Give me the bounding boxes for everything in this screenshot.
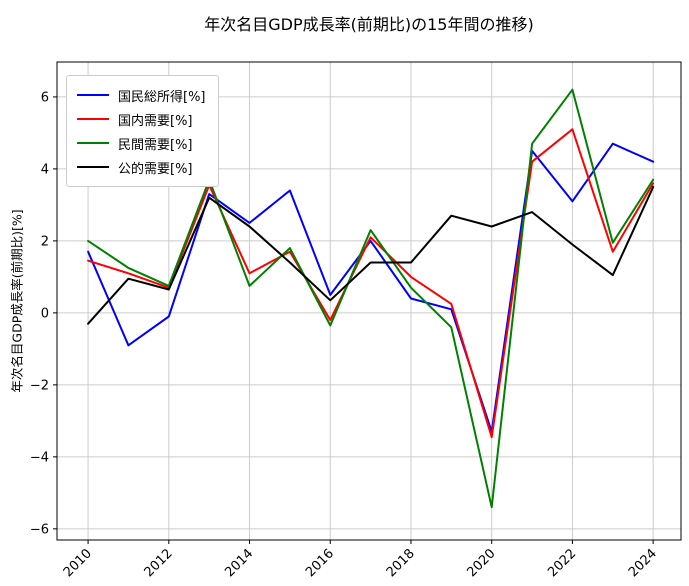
- legend-label: 国民総所得[%]: [118, 89, 206, 105]
- y-tick-label: 4: [41, 162, 49, 177]
- legend-line-swatch: [77, 165, 109, 169]
- series-line: [87, 88, 655, 509]
- legend: 国民総所得[%] 国内需要[%] 民間需要[%] 公的需要[%]: [66, 75, 219, 187]
- x-tick-label: 2018: [384, 546, 418, 580]
- legend-line-swatch: [77, 117, 109, 121]
- series-line: [87, 142, 655, 433]
- y-tick-label: 2: [41, 234, 49, 249]
- legend-label: 国内需要[%]: [118, 113, 193, 129]
- legend-item: 国民総所得[%]: [77, 83, 206, 107]
- y-tick-label: −6: [30, 522, 49, 537]
- x-tick-label: 2022: [545, 546, 579, 580]
- plot-border: [56, 61, 682, 541]
- series-line: [87, 128, 655, 439]
- chart-title: 年次名目GDP成長率(前期比)の15年間の推移): [204, 15, 534, 34]
- legend-item: 国内需要[%]: [77, 107, 206, 131]
- x-tick-label: 2020: [465, 546, 499, 580]
- y-tick-label: −4: [30, 450, 49, 465]
- x-tick-label: 2016: [303, 546, 337, 580]
- y-tick-label: 0: [41, 306, 49, 321]
- x-tick-label: 2024: [626, 546, 660, 580]
- series-line: [87, 185, 655, 325]
- y-tick-label: −2: [30, 378, 49, 393]
- x-tick-label: 2014: [222, 546, 256, 580]
- legend-label: 民間需要[%]: [118, 137, 193, 153]
- legend-line-swatch: [77, 141, 109, 145]
- legend-item: 公的需要[%]: [77, 155, 206, 179]
- x-tick-label: 2012: [142, 546, 176, 580]
- legend-item: 民間需要[%]: [77, 131, 206, 155]
- y-tick-label: 6: [41, 90, 49, 105]
- x-tick-label: 2010: [61, 546, 95, 580]
- legend-label: 公的需要[%]: [118, 161, 193, 177]
- legend-line-swatch: [77, 93, 109, 97]
